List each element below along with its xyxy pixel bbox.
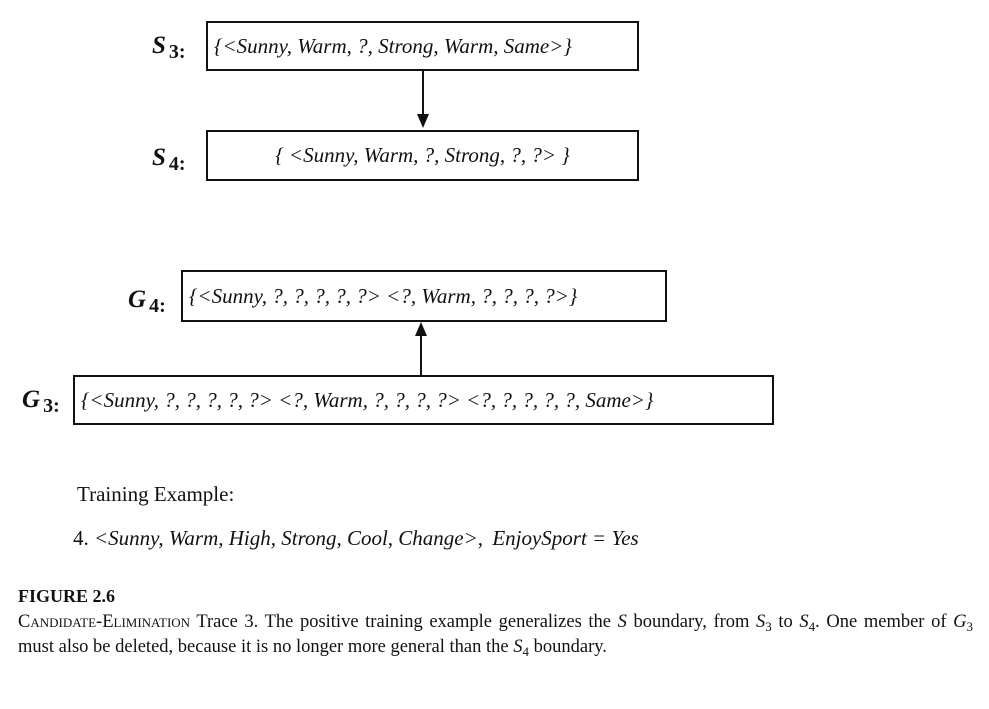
caption-text-2: boundary, from xyxy=(626,612,757,632)
caption-s4: S xyxy=(799,612,809,632)
g4-box: {<Sunny, ?, ?, ?, ?, ?> <?, Warm, ?, ?, … xyxy=(181,270,667,322)
caption-g3-subscript: 3 xyxy=(966,619,974,634)
caption-g3: G xyxy=(953,612,967,632)
caption-s4-second: S xyxy=(513,637,523,657)
caption-text-6: boundary. xyxy=(528,637,607,657)
g4-label-subscript: 4: xyxy=(149,295,166,317)
s3-box: {<Sunny, Warm, ?, Strong, Warm, Same>} xyxy=(206,21,639,71)
g3-label: G 3: xyxy=(22,386,60,416)
g3-box: {<Sunny, ?, ?, ?, ?, ?> <?, Warm, ?, ?, … xyxy=(73,375,774,425)
s3-label: S 3: xyxy=(152,32,186,62)
g4-set: {<Sunny, ?, ?, ?, ?, ?> <?, Warm, ?, ?, … xyxy=(189,283,578,308)
caption-s4-second-subscript: 4 xyxy=(522,644,529,659)
arrow-s3-to-s4-shaft xyxy=(422,71,424,116)
s4-set: { <Sunny, Warm, ?, Strong, ?, ?> } xyxy=(275,143,570,167)
training-example-instance: <Sunny, Warm, High, Strong, Cool, Change… xyxy=(94,526,484,550)
s3-label-subscript: 3: xyxy=(168,41,186,63)
training-example-line: 4. <Sunny, Warm, High, Strong, Cool, Cha… xyxy=(73,526,639,551)
g3-label-subscript: 3: xyxy=(43,395,60,417)
arrow-g3-to-g4-shaft xyxy=(420,334,422,376)
caption-algorithm-name: Candidate-Elimination xyxy=(18,612,191,632)
s4-box: { <Sunny, Warm, ?, Strong, ?, ?> } xyxy=(206,130,639,181)
caption-text-4: . One member of xyxy=(815,612,954,632)
s3-set: {<Sunny, Warm, ?, Strong, Warm, Same>} xyxy=(214,33,572,58)
training-example-number: 4. xyxy=(73,526,89,550)
training-heading: Training Example: xyxy=(77,482,235,506)
caption-text-5: must also be deleted, because it is no l… xyxy=(18,637,514,657)
arrow-g3-to-g4-head xyxy=(415,322,427,336)
caption-s3-subscript: 3 xyxy=(765,619,772,634)
s4-label: S 4: xyxy=(152,144,186,174)
caption-s4-subscript: 4 xyxy=(808,619,816,634)
g3-label-letter: G xyxy=(22,386,41,413)
caption-text-1: Trace 3. The positive training example g… xyxy=(190,612,618,632)
g3-set: {<Sunny, ?, ?, ?, ?, ?> <?, Warm, ?, ?, … xyxy=(81,387,654,412)
s3-label-letter: S xyxy=(152,32,166,59)
g4-label: G 4: xyxy=(128,286,166,316)
figure-caption: Candidate-Elimination Trace 3. The posit… xyxy=(18,610,973,660)
g4-label-letter: G xyxy=(128,286,147,313)
training-example-target: EnjoySport = Yes xyxy=(492,526,639,550)
caption-s3: S xyxy=(756,612,766,632)
s4-label-letter: S xyxy=(152,144,166,171)
caption-text-3: to xyxy=(771,612,800,632)
arrow-s3-to-s4-head xyxy=(417,114,429,128)
caption-s: S xyxy=(617,612,627,632)
figure-title: FIGURE 2.6 xyxy=(18,586,116,606)
s4-label-subscript: 4: xyxy=(168,153,186,175)
